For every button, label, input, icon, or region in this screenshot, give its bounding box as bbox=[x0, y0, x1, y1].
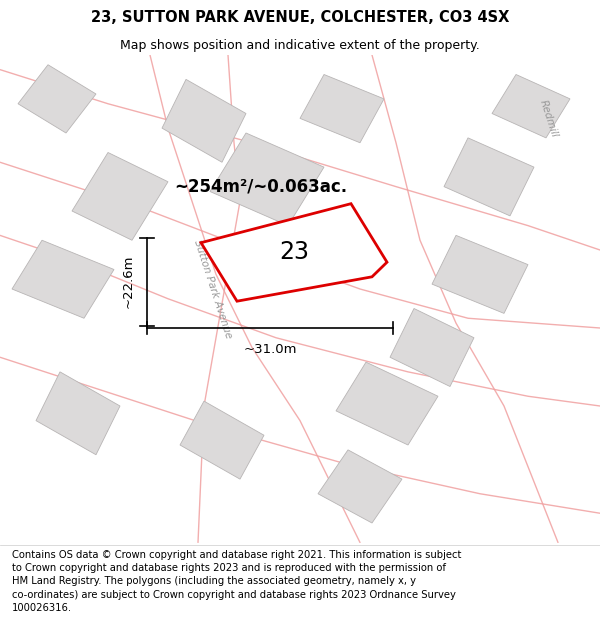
Polygon shape bbox=[72, 152, 168, 240]
Polygon shape bbox=[492, 74, 570, 138]
Polygon shape bbox=[300, 74, 384, 142]
Text: Map shows position and indicative extent of the property.: Map shows position and indicative extent… bbox=[120, 39, 480, 51]
Polygon shape bbox=[444, 138, 534, 216]
Polygon shape bbox=[180, 401, 264, 479]
Polygon shape bbox=[162, 79, 246, 162]
Text: Contains OS data © Crown copyright and database right 2021. This information is : Contains OS data © Crown copyright and d… bbox=[12, 550, 461, 612]
Polygon shape bbox=[12, 240, 114, 318]
Polygon shape bbox=[18, 65, 96, 133]
Text: Redmill: Redmill bbox=[538, 98, 560, 139]
Polygon shape bbox=[318, 450, 402, 523]
Text: 23, SUTTON PARK AVENUE, COLCHESTER, CO3 4SX: 23, SUTTON PARK AVENUE, COLCHESTER, CO3 … bbox=[91, 10, 509, 25]
Polygon shape bbox=[390, 309, 474, 386]
Text: ~22.6m: ~22.6m bbox=[122, 255, 135, 308]
Polygon shape bbox=[210, 133, 324, 226]
Text: ~254m²/~0.063ac.: ~254m²/~0.063ac. bbox=[174, 177, 347, 196]
Polygon shape bbox=[336, 362, 438, 445]
Text: ~31.0m: ~31.0m bbox=[243, 342, 297, 356]
Polygon shape bbox=[432, 236, 528, 313]
Polygon shape bbox=[36, 372, 120, 455]
Text: Sutton Park Avenue: Sutton Park Avenue bbox=[193, 238, 233, 339]
Text: 23: 23 bbox=[279, 241, 309, 264]
Polygon shape bbox=[201, 204, 387, 301]
